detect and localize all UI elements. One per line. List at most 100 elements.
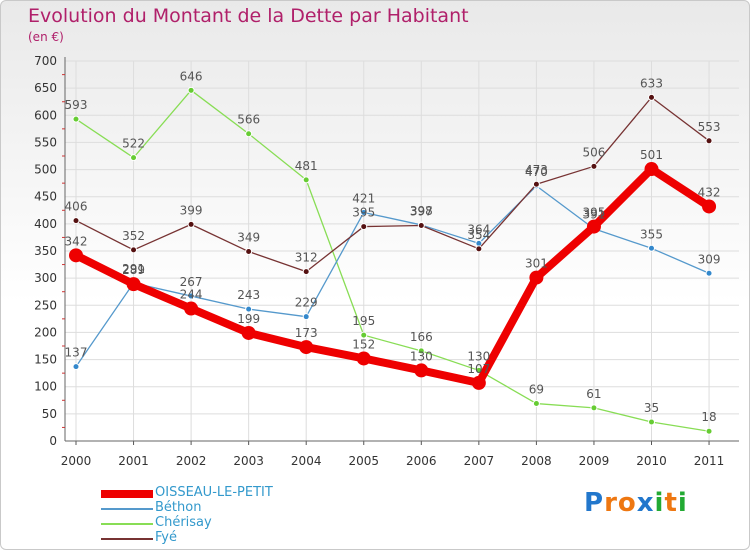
proxiti-logo: Proxiti [584, 488, 688, 518]
y-tick-label: 300 [34, 271, 57, 285]
data-label: 244 [180, 288, 203, 302]
data-label: 349 [237, 231, 260, 245]
data-point-0 [299, 340, 314, 355]
y-tick-label: 100 [34, 380, 57, 394]
data-label: 633 [640, 76, 663, 90]
data-label: 130 [467, 349, 490, 363]
data-label: 199 [237, 312, 260, 326]
data-label: 267 [180, 275, 203, 289]
data-label: 35 [644, 401, 659, 415]
legend-label: OISSEAU-LE-PETIT [155, 485, 273, 500]
x-tick-label: 2008 [521, 454, 552, 468]
data-point-3 [187, 220, 195, 228]
series-line-2 [75, 89, 710, 432]
data-point-0 [644, 162, 659, 177]
series-line-0 [72, 165, 714, 387]
x-tick-label: 2004 [291, 454, 322, 468]
chart-title: Evolution du Montant de la Dette par Hab… [28, 5, 469, 27]
data-point-3 [302, 268, 310, 276]
data-label: 289 [122, 263, 145, 277]
x-tick-label: 2000 [61, 454, 92, 468]
data-point-3 [130, 246, 138, 254]
y-tick-label: 350 [34, 244, 57, 258]
data-label: 522 [122, 137, 145, 151]
data-point-0 [529, 270, 544, 285]
data-label: 566 [237, 113, 260, 127]
x-tick-label: 2001 [118, 454, 149, 468]
logo-letter: x [636, 488, 655, 518]
data-label: 352 [122, 229, 145, 243]
data-point-1 [302, 313, 310, 321]
data-point-2 [648, 418, 655, 426]
data-label: 355 [640, 227, 663, 241]
data-label: 342 [65, 234, 88, 248]
data-label: 481 [295, 159, 318, 173]
data-point-0 [184, 301, 199, 316]
y-tick-label: 650 [34, 81, 57, 95]
data-point-3 [705, 137, 713, 145]
legend-label: Chérisay [155, 515, 212, 530]
data-label: 166 [410, 330, 433, 344]
data-point-3 [532, 180, 540, 188]
x-tick-label: 2010 [636, 454, 667, 468]
data-label: 421 [352, 191, 375, 205]
data-point-1 [705, 269, 713, 277]
data-label: 432 [698, 185, 721, 199]
data-point-0 [356, 351, 371, 366]
data-label: 354 [467, 228, 490, 242]
legend-label: Béthon [155, 500, 202, 515]
data-label: 395 [352, 206, 375, 220]
data-point-1 [360, 208, 368, 216]
data-label: 312 [295, 251, 318, 265]
x-tick-label: 2006 [406, 454, 437, 468]
chart-unit-label: (en €) [28, 30, 64, 44]
legend-label: Fyé [155, 530, 177, 545]
data-label: 470 [525, 165, 548, 179]
y-tick-label: 700 [34, 54, 57, 68]
logo-letter: P [584, 488, 605, 518]
data-point-2 [417, 347, 425, 355]
data-point-2 [187, 86, 195, 94]
data-label: 137 [65, 346, 88, 360]
data-point-2 [72, 115, 80, 123]
x-tick-label: 2002 [176, 454, 207, 468]
data-point-1 [187, 292, 195, 300]
data-label: 364 [467, 222, 490, 236]
data-label: 229 [295, 296, 318, 310]
data-label: 130 [410, 349, 433, 363]
data-label: 395 [582, 206, 605, 220]
logo-letter: o [617, 488, 637, 518]
data-label: 243 [237, 288, 260, 302]
data-label: 107 [467, 362, 490, 376]
data-label: 195 [352, 314, 375, 328]
data-label: 18 [701, 410, 716, 424]
x-tick-label: 2007 [464, 454, 495, 468]
data-point-2 [130, 154, 138, 162]
logo-letter: r [604, 488, 618, 518]
data-label: 173 [295, 326, 318, 340]
logo-letter: t [664, 488, 678, 518]
data-point-2 [302, 176, 310, 184]
data-point-3 [475, 245, 483, 253]
data-point-0 [471, 375, 486, 390]
x-tick-label: 2003 [233, 454, 264, 468]
data-point-2 [590, 404, 598, 412]
data-point-2 [705, 427, 713, 435]
data-label: 646 [180, 69, 203, 83]
data-point-3 [245, 248, 253, 256]
data-label: 506 [582, 145, 605, 159]
data-point-2 [532, 400, 540, 408]
legend-swatch [101, 523, 153, 525]
data-label: 473 [525, 163, 548, 177]
data-point-3 [590, 162, 598, 170]
y-tick-label: 50 [42, 407, 57, 421]
data-label: 397 [410, 204, 433, 218]
legend-swatch [101, 490, 153, 498]
y-tick-label: 400 [34, 217, 57, 231]
data-label: 553 [698, 120, 721, 134]
data-label: 291 [122, 262, 145, 276]
y-tick-label: 200 [34, 325, 57, 339]
data-label: 152 [352, 337, 375, 351]
